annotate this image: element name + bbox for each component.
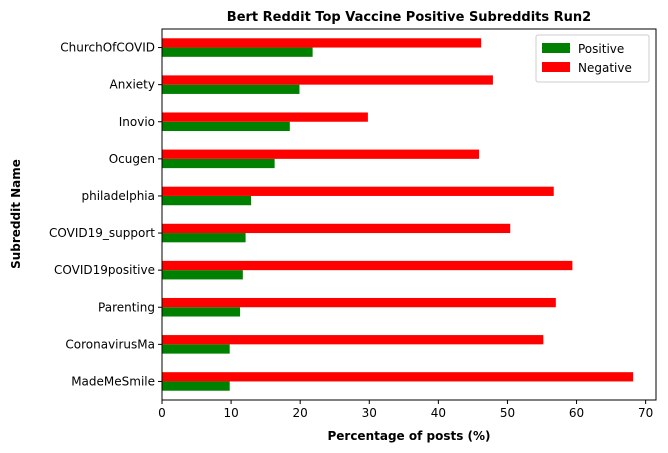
y-tick-label: philadelphia (82, 189, 156, 203)
plot-frame (161, 28, 657, 401)
bar-negative-coronavirusma (162, 335, 544, 345)
bar-positive-anxiety (162, 84, 300, 94)
y-tick-label: ChurchOfCOVID (60, 41, 155, 55)
x-tick-label: 20 (293, 406, 308, 420)
y-axis: MadeMeSmile CoronavirusMa Parenting COVID19… (49, 41, 162, 388)
bar-negative-mademesmile (162, 372, 634, 382)
bar-positive-ocugen (162, 158, 275, 169)
bar-negative-inovio (162, 112, 368, 122)
x-axis: 0 10 20 30 40 50 60 70 (158, 400, 653, 420)
bar-negative-parenting (162, 297, 556, 308)
bar-positive-covid19positive (162, 270, 243, 280)
y-tick-label: CoronavirusMa (65, 337, 155, 351)
bar-positive-covid19_support (162, 233, 246, 243)
bar-positive-churchofcovid (162, 47, 313, 57)
x-tick-label: 60 (569, 406, 584, 420)
chart-title: Bert Reddit Top Vaccine Positive Subredd… (227, 10, 591, 25)
legend-label-negative: Negative (578, 61, 632, 75)
bar-negative-covid19_support (162, 223, 511, 234)
bar-negative-anxiety (162, 75, 493, 85)
x-tick-label: 70 (638, 406, 653, 420)
legend: Positive Negative (535, 34, 650, 83)
y-tick-label: COVID19_support (49, 226, 155, 240)
x-tick-label: 50 (500, 406, 515, 420)
bar-positive-inovio (162, 121, 290, 132)
x-tick-label: 30 (362, 406, 377, 420)
x-tick-label: 40 (431, 406, 446, 420)
x-axis-title: Percentage of posts (%) (327, 429, 490, 443)
legend-label-positive: Positive (578, 42, 624, 56)
y-tick-label: COVID19positive (54, 263, 155, 277)
bar-positive-coronavirusma (162, 344, 230, 354)
y-tick-label: Parenting (98, 300, 155, 314)
y-tick-label: MadeMeSmile (71, 374, 155, 388)
bars-group (162, 38, 634, 391)
bar-negative-ocugen (162, 149, 480, 159)
legend-swatch-negative (542, 62, 570, 72)
x-tick-label: 0 (158, 406, 166, 420)
y-tick-label: Anxiety (110, 78, 155, 92)
bar-positive-philadelphia (162, 195, 252, 206)
y-axis-title: Subreddit Name (9, 159, 23, 269)
x-tick-label: 10 (223, 406, 238, 420)
bar-positive-parenting (162, 307, 241, 317)
legend-swatch-positive (542, 43, 570, 53)
bar-negative-churchofcovid (162, 38, 482, 48)
bar-negative-covid19positive (162, 260, 573, 271)
y-tick-label: Inovio (119, 115, 155, 129)
bar-negative-philadelphia (162, 186, 554, 196)
y-tick-label: Ocugen (109, 152, 155, 166)
bar-positive-mademesmile (162, 381, 230, 391)
